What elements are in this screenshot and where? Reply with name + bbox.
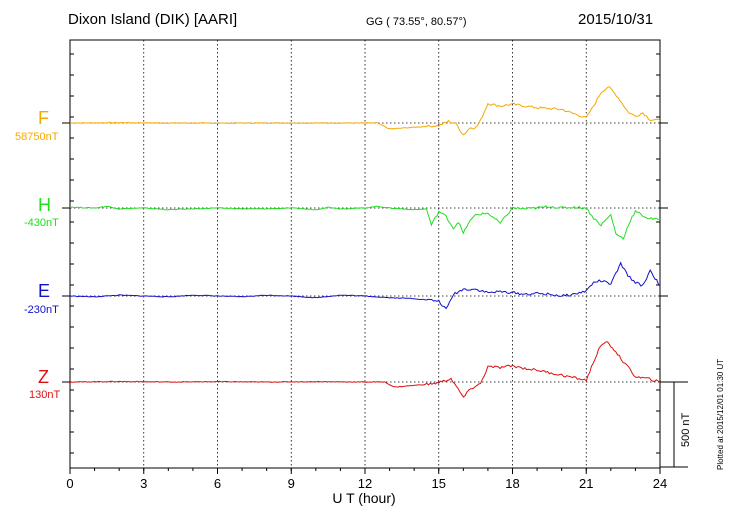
x-tick-label: 18 [505,476,520,491]
x-axis-label: U T (hour) [332,490,396,506]
grid-lines [70,40,660,468]
channel-label-h: H [38,195,51,215]
x-tick-label: 6 [213,476,222,491]
x-tick-label: 12 [357,476,373,491]
baseline-e: -230nT [24,304,59,316]
channel-label-z: Z [38,367,49,387]
x-tick-label: 15 [431,476,446,491]
plot-date: 2015/10/31 [578,11,654,28]
scale-bar-label: 500 nT [680,412,692,447]
trace-h [69,205,661,241]
channel-label-e: E [38,281,51,301]
scale-bar [660,381,688,468]
x-tick-label: 0 [66,476,74,491]
trace-e [69,261,661,310]
trace-z [69,341,661,398]
baseline-h: -430nT [24,217,59,229]
baseline-z: 130nT [29,389,61,401]
x-tick-label: 3 [140,476,148,491]
plot-timestamp: Plotted at 2015/12/01 01:30 UT [716,358,725,470]
channel-label-f: F [38,108,49,128]
x-tick-label: 21 [579,476,594,491]
data-traces [69,86,661,398]
trace-f [69,86,661,136]
x-tick-label: 24 [652,476,668,491]
plot-frame [62,39,668,474]
geographic-coordinates: GG ( 73.55°, 80.57°) [366,16,467,28]
baseline-f: 58750nT [15,131,59,143]
x-tick-label: 9 [287,476,295,491]
station-title: Dixon Island (DIK) [AARI] [68,11,238,28]
